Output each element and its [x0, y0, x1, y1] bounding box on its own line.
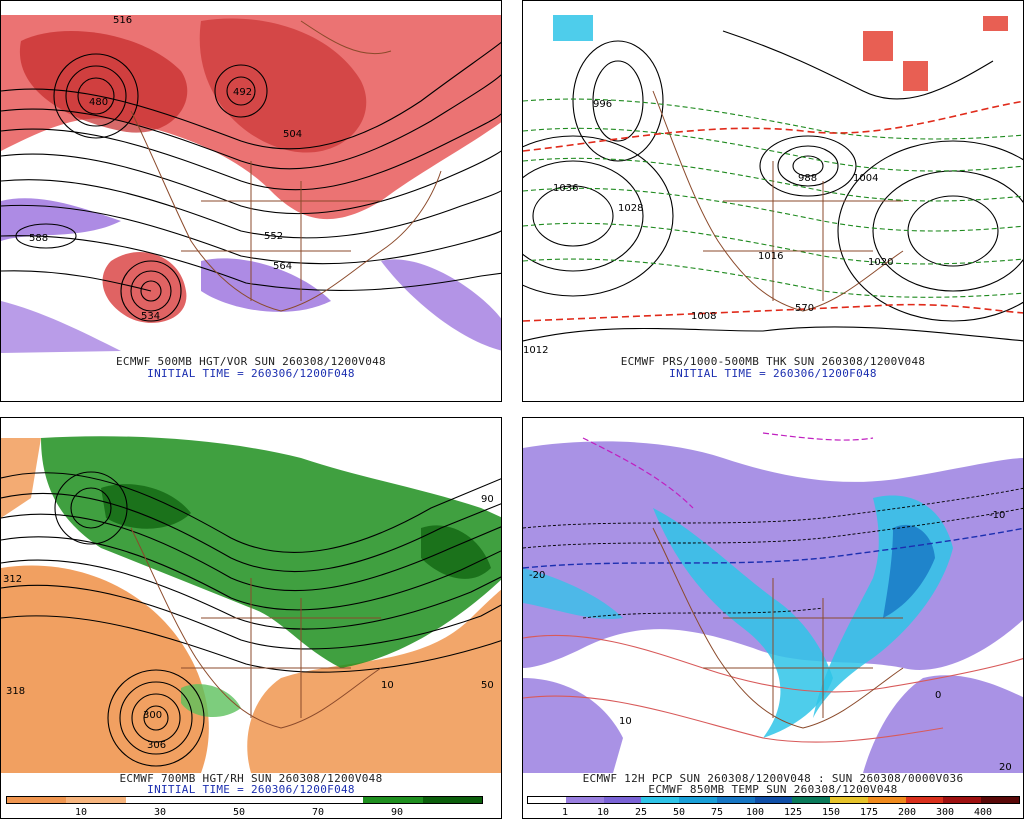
colorbar-label: 30	[153, 807, 167, 818]
map-700mb: 312 318 306 300 10 50 90	[1, 430, 501, 773]
colorbar-label: 50	[672, 807, 686, 818]
isobar-label: 1016	[758, 251, 783, 262]
temp-label: 20	[999, 762, 1012, 773]
caption-init-time: INITIAL TIME = 260306/1200F048	[147, 783, 355, 796]
hgt-label: 480	[89, 97, 108, 108]
map-pcp-850: -20 -10 0 10 20	[523, 430, 1023, 773]
colorbar-swatch	[754, 797, 793, 803]
hgt-label: 552	[264, 231, 283, 242]
hgt-label: 534	[141, 311, 160, 322]
hgt-label: 588	[29, 233, 48, 244]
hgt-label: 300	[143, 710, 162, 721]
temp-label: 0	[935, 690, 941, 701]
hgt-label: 504	[283, 129, 302, 140]
colorbar-label: 50	[232, 807, 246, 818]
pcp-colorbar	[527, 796, 1020, 804]
colorbar-swatch	[303, 797, 364, 803]
caption-title: ECMWF 500MB HGT/VOR SUN 260308/1200V048	[116, 355, 386, 368]
colorbar-label: 300	[935, 807, 955, 818]
panel-prs-thickness: 1036 1028 1020 1012 1004 996 988 1016 57…	[522, 0, 1024, 402]
colorbar-label: 70	[311, 807, 325, 818]
colorbar-swatch	[641, 797, 680, 803]
colorbar-swatch	[422, 797, 482, 803]
colorbar-swatch	[244, 797, 304, 803]
caption-init-time: INITIAL TIME = 260306/1200F048	[669, 367, 877, 380]
map-500mb: 516 504 552 588 564 534 480 492	[1, 13, 501, 353]
colorbar-swatch	[565, 797, 604, 803]
colorbar-label: 125	[783, 807, 803, 818]
colorbar-swatch	[185, 797, 245, 803]
hgt-label: 492	[233, 87, 252, 98]
rh-label: 10	[381, 680, 394, 691]
colorbar-swatch	[716, 797, 755, 803]
colorbar-swatch	[7, 797, 67, 803]
colorbar-label: 10	[74, 807, 88, 818]
colorbar-label: 200	[897, 807, 917, 818]
temp-label: -20	[529, 570, 545, 581]
colorbar-swatch	[125, 797, 186, 803]
colorbar-swatch	[867, 797, 906, 803]
hgt-label: 516	[113, 15, 132, 26]
thickness-label: 570	[795, 303, 814, 314]
colorbar-swatch	[905, 797, 944, 803]
isobar-label: 1028	[618, 203, 643, 214]
colorbar-swatch	[943, 797, 982, 803]
hgt-label: 318	[6, 686, 25, 697]
colorbar-swatch	[679, 797, 717, 803]
hgt-label: 306	[147, 740, 166, 751]
colorbar-label: 150	[821, 807, 841, 818]
colorbar-label: 25	[634, 807, 648, 818]
colorbar-label: 75	[710, 807, 724, 818]
isobar-label: 1004	[853, 173, 878, 184]
colorbar-swatch	[363, 797, 423, 803]
colorbar-label: 90	[390, 807, 404, 818]
colorbar-swatch	[981, 797, 1019, 803]
colorbar-label: 175	[859, 807, 879, 818]
rh-colorbar	[6, 796, 483, 804]
colorbar-swatch	[528, 797, 566, 803]
colorbar-label: 400	[973, 807, 993, 818]
isobar-label: 1012	[523, 345, 548, 356]
colorbar-swatch	[603, 797, 642, 803]
colorbar-swatch	[66, 797, 126, 803]
caption-pcp: ECMWF 12H PCP SUN 260308/1200V048 : SUN …	[582, 772, 964, 785]
caption-title: ECMWF PRS/1000-500MB THK SUN 260308/1200…	[620, 355, 926, 368]
colorbar-label: 100	[745, 807, 765, 818]
rh-label: 50	[481, 680, 494, 691]
isobar-label: 988	[798, 173, 817, 184]
isobar-label: 1036	[553, 183, 578, 194]
colorbar-swatch	[830, 797, 868, 803]
isobar-label: 1008	[691, 311, 716, 322]
isobar-label: 1020	[868, 257, 893, 268]
caption-title: ECMWF 700MB HGT/RH SUN 260308/1200V048	[119, 772, 383, 785]
rh-label: 90	[481, 494, 494, 505]
map-prs-thk: 1036 1028 1020 1012 1004 996 988 1016 57…	[523, 13, 1023, 356]
caption-init-time: INITIAL TIME = 260306/1200F048	[147, 367, 355, 380]
temp-label: 10	[619, 716, 632, 727]
hgt-label: 312	[3, 574, 22, 585]
panel-pcp-850mb-temp: -20 -10 0 10 20 ECMWF 12H PCP SUN 260308…	[522, 417, 1024, 819]
panel-700mb-hgt-rh: 312 318 306 300 10 50 90 ECMWF 700MB HGT…	[0, 417, 502, 819]
hgt-label: 564	[273, 261, 292, 272]
colorbar-label: 1	[561, 807, 569, 818]
panel-500mb-hgt-vor: 516 504 552 588 564 534 480 492 ECMWF 50…	[0, 0, 502, 402]
isobar-label: 996	[593, 99, 612, 110]
temp-label: -10	[989, 510, 1005, 521]
colorbar-swatch	[792, 797, 831, 803]
caption-temp: ECMWF 850MB TEMP SUN 260308/1200V048	[648, 783, 898, 796]
colorbar-label: 10	[596, 807, 610, 818]
